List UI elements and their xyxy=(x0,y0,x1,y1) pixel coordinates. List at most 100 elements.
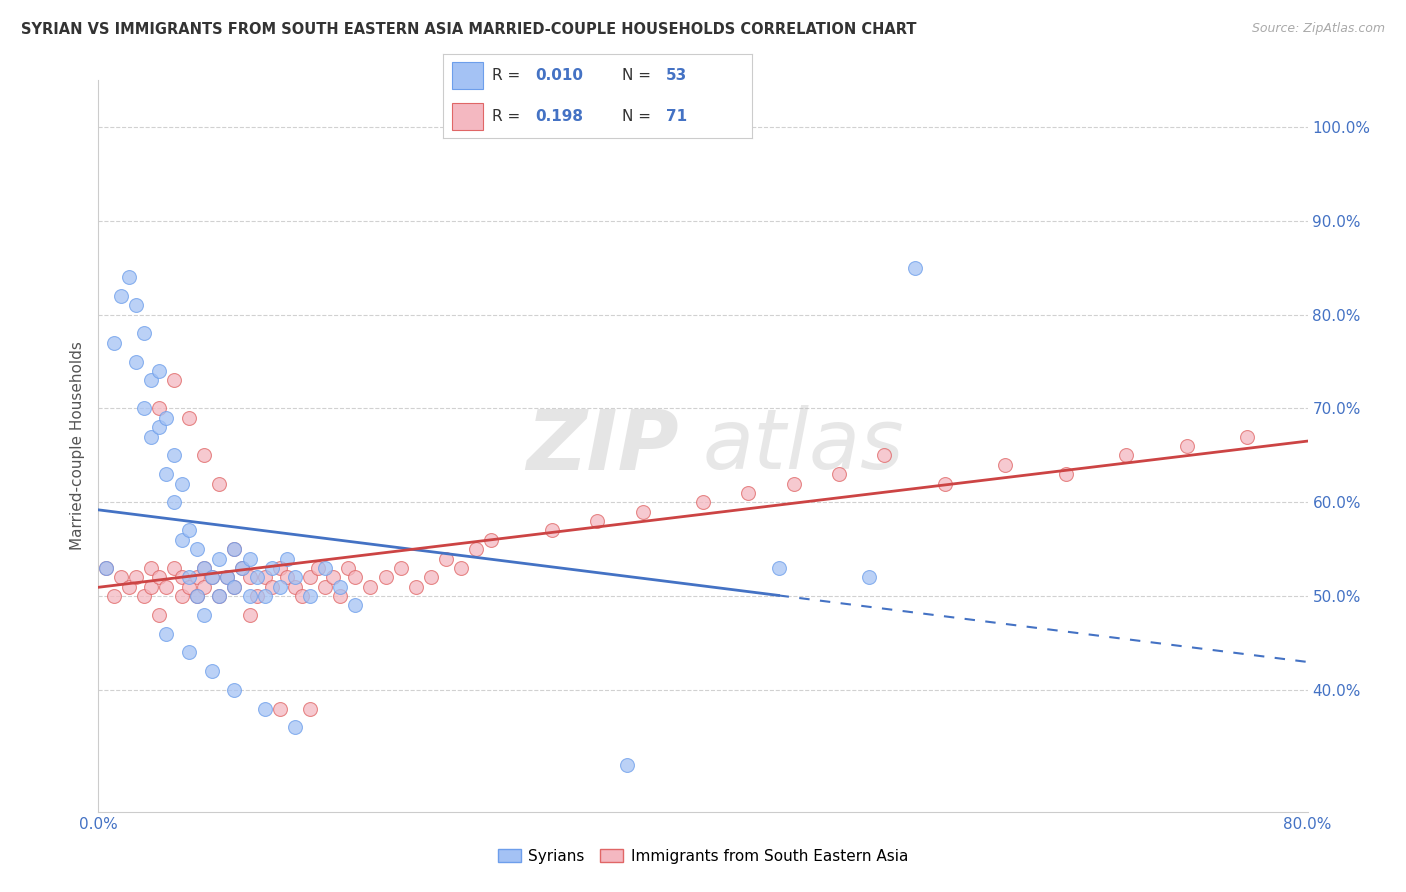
Point xyxy=(215,570,238,584)
Point xyxy=(179,645,201,659)
Point xyxy=(904,260,927,275)
Point xyxy=(148,570,170,584)
Point xyxy=(208,589,231,603)
Point xyxy=(828,467,851,482)
Point xyxy=(291,589,314,603)
Point xyxy=(269,701,291,715)
Point xyxy=(239,607,262,622)
Point xyxy=(103,335,125,350)
Point xyxy=(163,373,186,387)
Point xyxy=(155,467,177,482)
Y-axis label: Married-couple Households: Married-couple Households xyxy=(69,342,84,550)
Point xyxy=(540,524,562,538)
Point xyxy=(284,570,307,584)
Text: 53: 53 xyxy=(665,68,688,83)
Text: N =: N = xyxy=(623,109,657,124)
Point xyxy=(450,561,472,575)
Point xyxy=(420,570,443,584)
Point xyxy=(737,486,759,500)
Text: 0.198: 0.198 xyxy=(536,109,583,124)
Point xyxy=(344,570,367,584)
Point xyxy=(141,429,163,443)
Point xyxy=(269,561,291,575)
Point xyxy=(193,561,215,575)
Point xyxy=(239,589,262,603)
Point xyxy=(179,410,201,425)
Point xyxy=(1054,467,1077,482)
Point xyxy=(201,570,224,584)
Text: N =: N = xyxy=(623,68,657,83)
Point xyxy=(186,589,208,603)
Point xyxy=(631,505,654,519)
Point xyxy=(329,589,352,603)
Point xyxy=(934,476,956,491)
Point xyxy=(239,570,262,584)
Point xyxy=(405,580,427,594)
Point xyxy=(186,589,208,603)
Point xyxy=(768,561,790,575)
Point xyxy=(783,476,806,491)
Point xyxy=(193,449,215,463)
Point xyxy=(299,589,322,603)
Point xyxy=(155,410,177,425)
Text: ZIP: ZIP xyxy=(526,406,679,486)
Point xyxy=(873,449,896,463)
Point xyxy=(253,589,276,603)
Point xyxy=(118,580,141,594)
Point xyxy=(224,542,246,557)
Point xyxy=(208,551,231,566)
Point xyxy=(148,364,170,378)
Point xyxy=(336,561,359,575)
Point xyxy=(125,298,148,312)
Point xyxy=(224,682,246,697)
Point xyxy=(360,580,382,594)
Point xyxy=(1175,439,1198,453)
Point xyxy=(103,589,125,603)
Point xyxy=(224,580,246,594)
Point xyxy=(239,551,262,566)
Point xyxy=(193,607,215,622)
Text: SYRIAN VS IMMIGRANTS FROM SOUTH EASTERN ASIA MARRIED-COUPLE HOUSEHOLDS CORRELATI: SYRIAN VS IMMIGRANTS FROM SOUTH EASTERN … xyxy=(21,22,917,37)
Text: 0.010: 0.010 xyxy=(536,68,583,83)
Point xyxy=(231,561,253,575)
Point xyxy=(148,607,170,622)
Point xyxy=(299,701,322,715)
Point xyxy=(132,326,155,341)
Point xyxy=(208,589,231,603)
Point xyxy=(307,561,329,575)
Point xyxy=(170,533,193,547)
Point xyxy=(170,589,193,603)
Point xyxy=(322,570,344,584)
Point xyxy=(179,570,201,584)
Text: R =: R = xyxy=(492,109,526,124)
Point xyxy=(224,542,246,557)
Point xyxy=(170,570,193,584)
Point xyxy=(284,580,307,594)
Point xyxy=(344,599,367,613)
Point xyxy=(231,561,253,575)
Point xyxy=(616,757,638,772)
Text: Source: ZipAtlas.com: Source: ZipAtlas.com xyxy=(1251,22,1385,36)
Point xyxy=(692,495,714,509)
Point xyxy=(276,570,298,584)
Text: atlas: atlas xyxy=(703,406,904,486)
Point xyxy=(110,289,132,303)
Point xyxy=(201,570,224,584)
Point xyxy=(193,580,215,594)
Point xyxy=(125,570,148,584)
Point xyxy=(132,589,155,603)
Point xyxy=(163,495,186,509)
Point xyxy=(262,580,284,594)
Point xyxy=(163,449,186,463)
Point xyxy=(481,533,503,547)
Point xyxy=(148,420,170,434)
Point xyxy=(374,570,396,584)
Point xyxy=(186,542,208,557)
FancyBboxPatch shape xyxy=(453,62,484,89)
Point xyxy=(434,551,457,566)
Point xyxy=(269,580,291,594)
FancyBboxPatch shape xyxy=(453,103,484,130)
Point xyxy=(314,561,336,575)
Point xyxy=(132,401,155,416)
Point xyxy=(193,561,215,575)
